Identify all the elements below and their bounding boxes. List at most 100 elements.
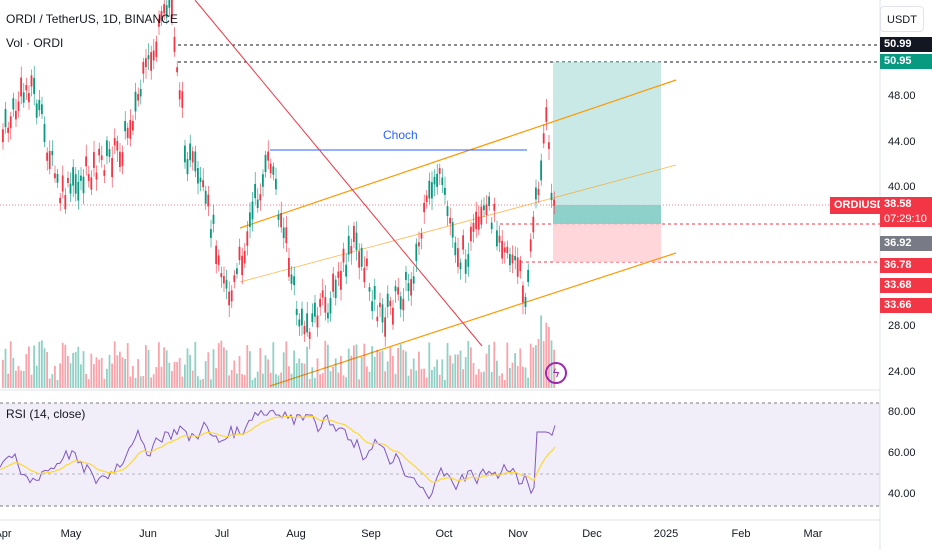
candle-body <box>306 313 308 333</box>
candle-body <box>72 167 74 186</box>
candle-body <box>345 264 347 277</box>
volume-bar <box>324 340 327 388</box>
candle-body <box>311 313 314 323</box>
volume-bar <box>542 341 545 388</box>
loss-zone <box>553 224 661 262</box>
volume-bar <box>535 345 537 388</box>
volume-bar <box>111 363 113 388</box>
candle-body <box>415 243 418 261</box>
candle-body <box>61 175 64 192</box>
rsi-axis-label: 60.00 <box>888 447 916 459</box>
volume-bar <box>511 362 514 388</box>
price-tag-target: 50.95 <box>880 54 932 69</box>
candle-body <box>87 174 90 181</box>
time-axis-label: Oct <box>435 528 453 540</box>
candle-body <box>288 257 290 277</box>
volume-bar <box>527 377 529 388</box>
volume-bar <box>516 366 519 388</box>
candle-body <box>516 257 519 277</box>
volume-bar <box>80 364 82 388</box>
volume-indicator-label[interactable]: Vol · ORDI <box>6 36 64 50</box>
candle-body <box>186 159 189 175</box>
volume-bar <box>314 378 316 388</box>
volume-bar <box>256 371 259 388</box>
candle-body <box>438 168 441 174</box>
candle-body <box>210 229 212 238</box>
volume-bar <box>389 347 392 388</box>
volume-bar <box>116 355 119 388</box>
candle-body <box>420 233 423 239</box>
volume-bar <box>59 363 61 388</box>
time-axis-label: Jun <box>139 528 157 540</box>
volume-bar <box>230 369 233 388</box>
volume-bar <box>498 375 501 388</box>
candle-body <box>269 163 272 174</box>
candle-body <box>12 98 15 110</box>
volume-bar <box>126 343 129 388</box>
lightning-icon[interactable]: ϟ <box>545 362 567 384</box>
candle-body <box>454 242 457 256</box>
volume-bar <box>173 361 176 388</box>
volume-bar <box>124 358 126 388</box>
candle-body <box>69 183 72 194</box>
candle-body <box>111 157 113 178</box>
volume-bar <box>449 355 451 388</box>
candle-body <box>451 222 454 238</box>
candle-body <box>33 77 35 95</box>
volume-bar <box>155 366 158 388</box>
volume-bar <box>285 341 288 388</box>
volume-bar <box>301 363 303 388</box>
volume-bar <box>496 360 498 388</box>
candle-body <box>514 256 516 261</box>
candle-body <box>272 166 275 175</box>
candle-body <box>522 285 524 303</box>
volume-bar <box>194 342 197 388</box>
volume-bar <box>514 353 516 388</box>
candle-body <box>142 61 145 74</box>
volume-bar <box>142 376 145 388</box>
rsi-indicator-label[interactable]: RSI (14, close) <box>6 407 86 421</box>
candle-body <box>108 149 111 157</box>
volume-bar <box>454 354 457 388</box>
volume-bar <box>28 346 30 388</box>
volume-bar <box>480 372 483 388</box>
volume-bar <box>251 379 254 388</box>
candle-body <box>199 177 202 182</box>
volume-bar <box>243 375 246 388</box>
volume-bar <box>87 379 90 388</box>
candle-body <box>314 302 316 317</box>
candle-body <box>230 290 233 302</box>
volume-bar <box>212 349 215 388</box>
volume-bar <box>254 377 256 388</box>
candle-body <box>353 225 355 243</box>
volume-bar <box>532 347 535 388</box>
candle-body <box>316 315 319 328</box>
candle-body <box>17 101 20 111</box>
candle-body <box>30 75 33 87</box>
candle-body <box>74 174 77 194</box>
candle-body <box>191 151 194 163</box>
candle-body <box>319 298 321 307</box>
price-axis-label: 28.00 <box>888 320 916 332</box>
volume-bar <box>457 354 459 388</box>
currency-button[interactable]: USDT <box>880 6 924 32</box>
volume-bar <box>384 371 386 388</box>
candle-body <box>483 205 485 211</box>
volume-bar <box>207 352 210 388</box>
volume-bar <box>64 344 67 388</box>
candle-body <box>384 317 386 337</box>
volume-bar <box>119 351 121 388</box>
volume-bar <box>223 347 225 388</box>
candle-body <box>334 279 337 299</box>
candle-body <box>553 199 555 206</box>
candle-body <box>256 199 259 209</box>
candle-body <box>410 279 412 296</box>
candle-body <box>155 41 158 57</box>
channel-mid <box>239 164 677 283</box>
candle-body <box>197 168 199 184</box>
candle-body <box>490 222 493 230</box>
volume-bar <box>420 368 423 388</box>
candle-body <box>477 216 480 230</box>
